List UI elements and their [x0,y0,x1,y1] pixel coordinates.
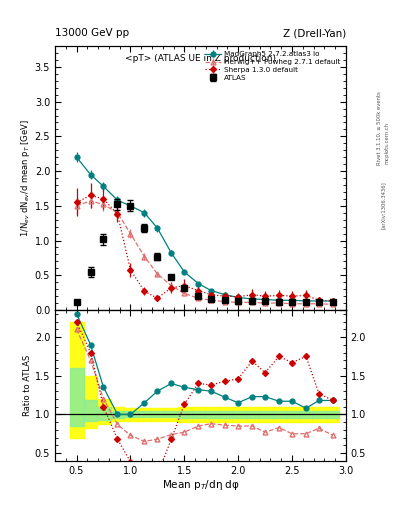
Text: <pT> (ATLAS UE in Z production): <pT> (ATLAS UE in Z production) [125,54,276,63]
Y-axis label: 1/N$_{ev}$ dN$_{ev}$/d mean p$_T$ [GeV]: 1/N$_{ev}$ dN$_{ev}$/d mean p$_T$ [GeV] [19,119,32,237]
Y-axis label: Ratio to ATLAS: Ratio to ATLAS [23,355,32,416]
Text: Z (Drell-Yan): Z (Drell-Yan) [283,28,346,38]
Text: 13000 GeV pp: 13000 GeV pp [55,28,129,38]
Text: mcplots.cern.ch: mcplots.cern.ch [385,122,389,164]
Text: [arXiv:1306.3436]: [arXiv:1306.3436] [381,181,386,229]
X-axis label: Mean p$_{T}$/dη dφ: Mean p$_{T}$/dη dφ [162,478,239,493]
Text: Rivet 3.1.10, ≥ 500k events: Rivet 3.1.10, ≥ 500k events [377,91,382,165]
Legend: MadGraph5 2.7.2.atlas3 lo, Herwig++ Powheg 2.7.1 default, Sherpa 1.3.0 default, : MadGraph5 2.7.2.atlas3 lo, Herwig++ Powh… [202,48,343,83]
